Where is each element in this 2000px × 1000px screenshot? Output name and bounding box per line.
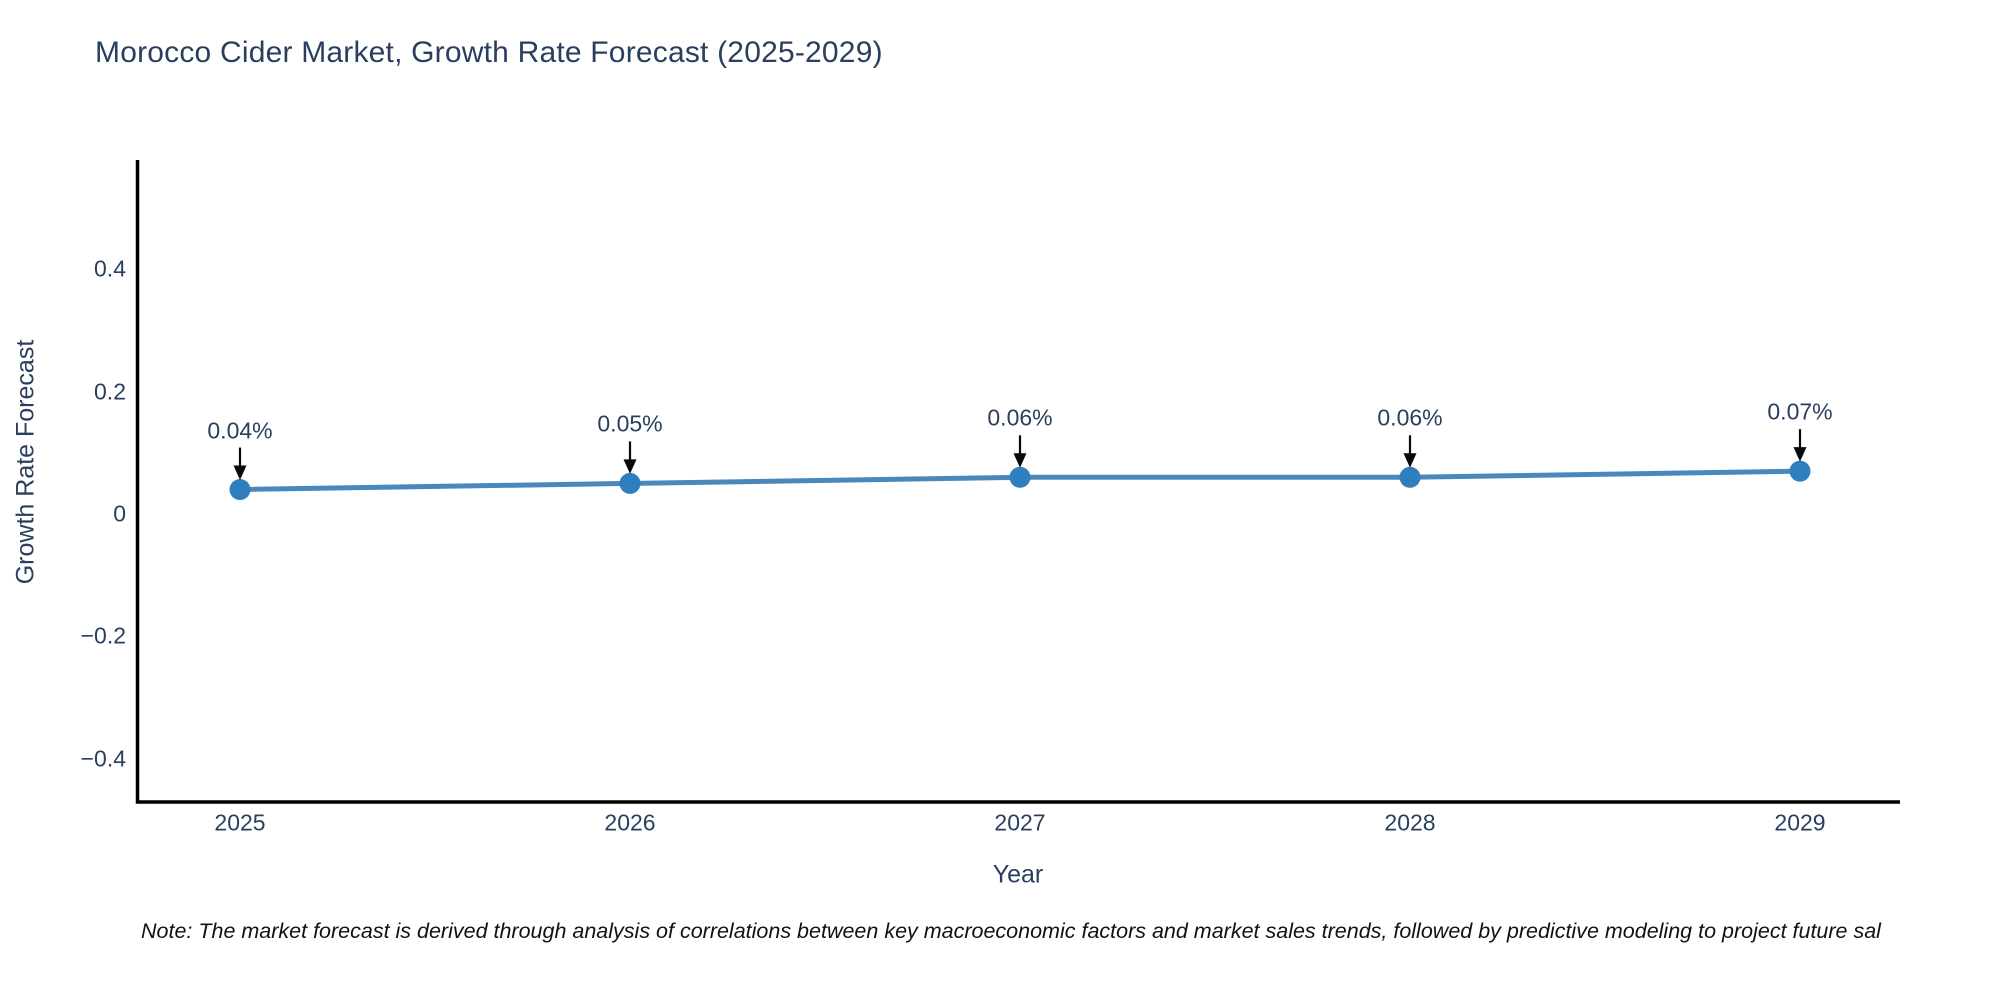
x-tick-label: 2025 xyxy=(214,809,266,836)
data-point-marker xyxy=(619,472,641,494)
y-tick-label: 0.4 xyxy=(94,255,126,282)
annotation-arrow-head xyxy=(1013,453,1027,468)
point-value-label: 0.04% xyxy=(207,417,273,444)
y-tick-label: −0.2 xyxy=(80,622,126,649)
annotation-arrow-head xyxy=(233,465,247,481)
annotation-arrow-head xyxy=(623,459,637,474)
point-value-label: 0.07% xyxy=(1767,398,1833,425)
point-value-label: 0.06% xyxy=(1377,404,1443,431)
x-tick-label: 2026 xyxy=(604,809,656,836)
chart-title: Morocco Cider Market, Growth Rate Foreca… xyxy=(95,36,883,69)
x-tick-label: 2029 xyxy=(1774,809,1826,836)
data-point-marker xyxy=(1009,466,1031,488)
annotation-arrow-head xyxy=(1403,453,1417,468)
y-tick-label: −0.4 xyxy=(80,745,126,772)
footnote: Note: The market forecast is derived thr… xyxy=(141,919,1881,943)
data-point-marker xyxy=(229,479,251,501)
annotation-arrow-head xyxy=(1793,447,1807,462)
axis-spines xyxy=(135,160,1900,804)
data-point-marker xyxy=(1789,460,1811,482)
x-tick-label: 2027 xyxy=(994,809,1046,836)
x-axis-title: Year xyxy=(992,860,1044,889)
data-point-marker xyxy=(1399,466,1421,488)
point-value-label: 0.06% xyxy=(987,404,1053,431)
point-value-label: 0.05% xyxy=(597,410,663,437)
y-tick-label: 0 xyxy=(113,500,126,527)
y-tick-label: 0.2 xyxy=(94,378,126,405)
x-tick-label: 2028 xyxy=(1384,809,1436,836)
